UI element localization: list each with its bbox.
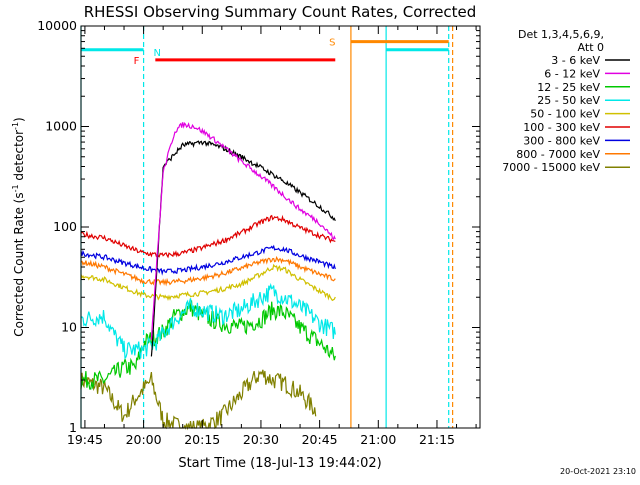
series-line-6 [80, 244, 336, 276]
series-line-5 [80, 214, 336, 259]
x-tick-label: 20:15 [184, 432, 220, 447]
legend-header-line2: Att 0 [578, 41, 604, 54]
series-line-8 [80, 369, 317, 431]
y-tick-label: 10 [61, 320, 77, 335]
x-tick-label: 20:30 [243, 432, 279, 447]
legend-header-line1: Det 1,3,4,5,6,9, [518, 28, 604, 41]
y-axis-label-exp2: -1 [11, 122, 20, 130]
y-axis-label-end: ) [12, 117, 26, 122]
legend-entry-label: 50 - 100 keV [530, 108, 600, 121]
y-tick-label: 1 [69, 420, 77, 435]
x-tick-label: 20:00 [126, 432, 162, 447]
y-axis-label-exp1: -1 [11, 184, 20, 192]
x-tick-label: 21:00 [360, 432, 396, 447]
legend-entry-label: 7000 - 15000 keV [502, 161, 600, 174]
x-axis-label: Start Time (18-Jul-13 19:44:02) [178, 456, 381, 471]
series-line-2 [80, 300, 336, 390]
flag-label-n: N [154, 48, 161, 59]
series-line-4 [80, 263, 336, 302]
legend-entry-label: 300 - 800 keV [523, 134, 600, 147]
flag-label-f: F [134, 56, 140, 67]
chart-title: RHESSI Observing Summary Count Rates, Co… [84, 3, 477, 21]
y-tick-label: 10000 [37, 18, 77, 33]
legend-entry-label: 25 - 50 keV [537, 94, 600, 107]
legend-entry-label: 6 - 12 keV [544, 67, 600, 80]
y-tick-label: 1000 [45, 119, 77, 134]
legend-entry-label: 100 - 300 keV [523, 121, 600, 134]
y-axis-label-main: Corrected Count Rate (s [12, 192, 26, 336]
generation-timestamp: 20-Oct-2021 23:10 [560, 467, 636, 476]
y-axis-label-mid: detector [12, 130, 26, 185]
x-tick-label: 19:45 [67, 432, 103, 447]
legend-entry-label: 12 - 25 keV [537, 81, 600, 94]
legend-entry-label: 3 - 6 keV [551, 54, 600, 67]
series-line-0 [150, 140, 336, 357]
series-line-7 [81, 255, 336, 287]
flag-label-s: S [329, 38, 335, 49]
legend-entry-label: 800 - 7000 keV [516, 148, 600, 161]
y-tick-label: 100 [53, 219, 77, 234]
y-axis-label: Corrected Count Rate (s-1 detector-1) [11, 117, 26, 336]
x-tick-label: 20:45 [302, 432, 338, 447]
x-tick-label: 21:15 [419, 432, 455, 447]
series-line-1 [150, 121, 336, 340]
series-line-3 [80, 282, 336, 360]
